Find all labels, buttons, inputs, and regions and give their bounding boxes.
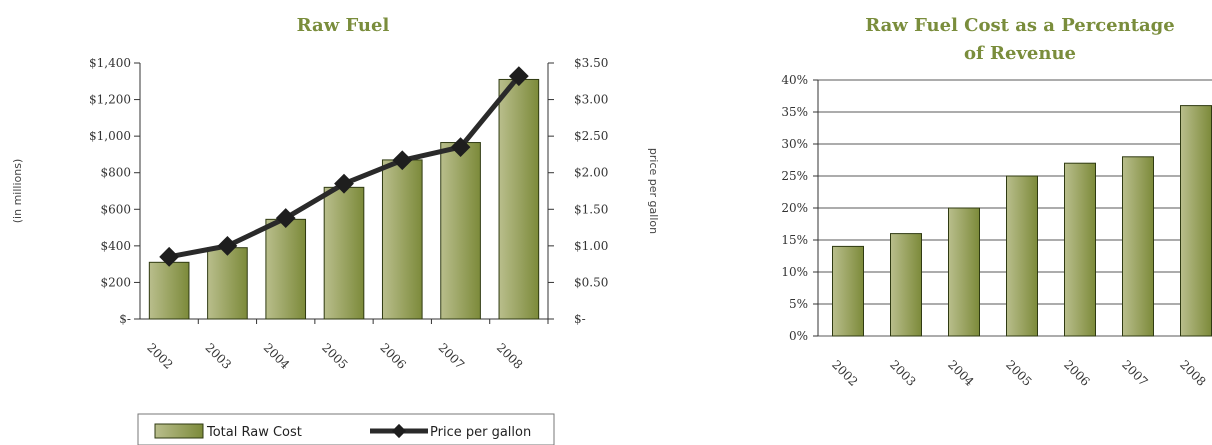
x-tick-label: 2008 — [1177, 357, 1208, 388]
price-marker — [275, 208, 296, 228]
bar-percent-of-revenue — [1122, 156, 1154, 337]
legend-box — [137, 413, 555, 445]
x-tick-label: 2004 — [945, 357, 977, 389]
left-tick-label: $1,400 — [89, 56, 131, 70]
bar-total-raw-cost — [207, 247, 248, 320]
price-marker — [508, 66, 529, 87]
x-tick-label: 2006 — [1061, 357, 1092, 388]
left-tick-label: $600 — [100, 202, 131, 216]
y-tick-label: 35% — [781, 105, 808, 119]
x-tick-label: 2002 — [144, 340, 175, 371]
bar-total-raw-cost — [498, 78, 540, 320]
bar-percent-of-revenue — [890, 233, 922, 337]
bar-total-raw-cost — [265, 218, 307, 320]
x-tick-label: 2005 — [1003, 357, 1034, 388]
y2-axis-title: price per gallon — [647, 148, 660, 234]
chart1-title: Raw Fuel — [297, 15, 390, 36]
bar-percent-of-revenue — [948, 207, 980, 337]
legend-label-price-per-gallon: Price per gallon — [430, 425, 531, 440]
price-marker — [392, 150, 413, 171]
x-tick-label: 2007 — [1119, 357, 1150, 388]
legend-swatch-bar — [154, 423, 204, 439]
legend-label-total-raw-cost: Total Raw Cost — [206, 425, 302, 440]
y-tick-label: 15% — [781, 233, 808, 247]
y-axis-title: (in millions) — [11, 159, 24, 223]
y-tick-label: 0% — [789, 329, 808, 343]
right-tick-label: $2.00 — [574, 166, 608, 180]
legend-swatch-marker — [391, 423, 407, 439]
x-tick-label: 2006 — [377, 340, 408, 371]
bar-total-raw-cost — [148, 261, 190, 320]
y-tick-label: 40% — [781, 73, 808, 87]
y-tick-label: 25% — [781, 169, 808, 183]
bar-percent-of-revenue — [1064, 162, 1096, 337]
left-tick-label: $1,000 — [89, 129, 131, 143]
bar-total-raw-cost — [381, 159, 423, 320]
right-tick-label: $1.50 — [574, 202, 608, 216]
price-marker — [450, 137, 471, 158]
right-tick-label: $3.50 — [574, 56, 608, 70]
price-marker — [334, 173, 354, 194]
right-tick-label: $3.00 — [574, 93, 608, 107]
left-tick-label: $- — [119, 312, 131, 326]
y-tick-label: 20% — [781, 201, 808, 215]
right-tick-label: $- — [574, 312, 586, 326]
y-tick-label: 30% — [781, 137, 808, 151]
chart2-title-line1: Raw Fuel Cost as a Percentage — [865, 15, 1174, 36]
x-tick-label: 2002 — [829, 357, 860, 388]
x-tick-label: 2007 — [436, 340, 467, 371]
left-tick-label: $800 — [100, 166, 131, 180]
right-tick-label: $2.50 — [574, 129, 608, 143]
fuel-percent-chart: Raw Fuel Cost as a Percentage of Revenue… — [781, 15, 1212, 389]
x-tick-label: 2003 — [203, 340, 234, 371]
x-tick-label: 2004 — [261, 340, 293, 372]
left-tick-label: $1,200 — [89, 93, 131, 107]
x-tick-label: 2008 — [494, 340, 525, 371]
left-tick-label: $200 — [100, 275, 131, 289]
y-tick-label: 5% — [789, 297, 808, 311]
left-tick-label: $400 — [100, 239, 131, 253]
y-tick-label: 10% — [781, 265, 808, 279]
bar-total-raw-cost — [323, 186, 365, 320]
bar-percent-of-revenue — [1006, 175, 1038, 337]
right-tick-label: $1.00 — [574, 239, 608, 253]
raw-fuel-chart: Raw Fuel $- $200 $400 $600 $800 $1,000 $1,200 $… — [11, 15, 660, 445]
x-tick-label: 2005 — [319, 340, 350, 371]
price-marker — [217, 235, 238, 256]
chart1-legend: Total Raw Cost Price per gallon — [137, 413, 555, 445]
bar-percent-of-revenue — [832, 245, 864, 337]
bar-total-raw-cost — [440, 142, 481, 320]
bar-percent-of-revenue — [1180, 105, 1212, 337]
chart2-title-line2: of Revenue — [964, 43, 1076, 64]
x-tick-label: 2003 — [887, 357, 918, 388]
right-tick-label: $0.50 — [574, 275, 608, 289]
